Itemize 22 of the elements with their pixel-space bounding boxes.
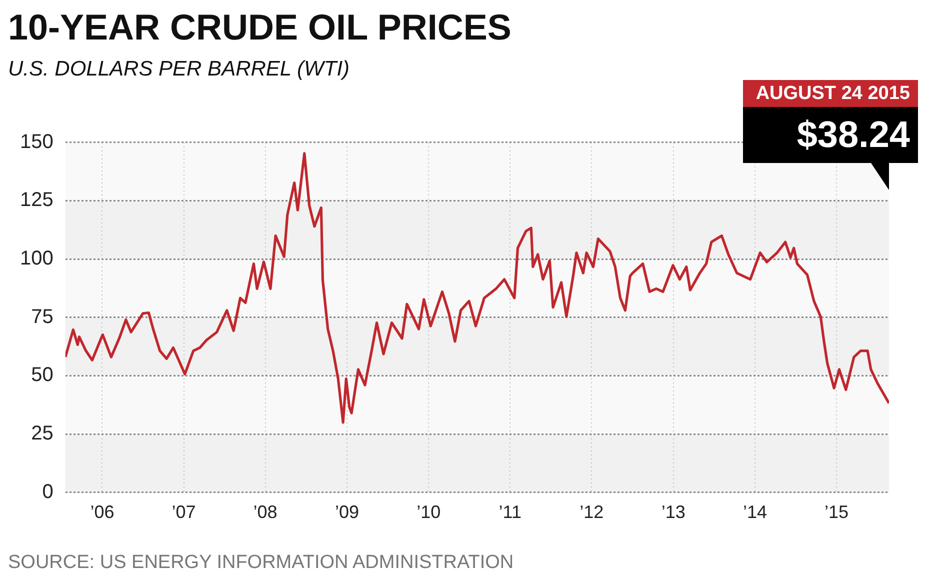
x-tick-label: ’10 <box>416 502 441 522</box>
x-tick-label: ’06 <box>90 502 114 522</box>
y-tick-label: 150 <box>20 130 54 153</box>
y-tick-label: 75 <box>31 306 54 328</box>
y-tick-label: 50 <box>31 364 54 386</box>
x-tick-label: ’14 <box>742 502 767 522</box>
x-tick-label: ’13 <box>661 502 686 522</box>
x-tick-label: ’07 <box>172 502 196 522</box>
x-tick-label: ’15 <box>824 502 849 522</box>
y-tick-label: 100 <box>20 248 54 270</box>
x-tick-label: ’11 <box>498 502 522 522</box>
y-tick-label: 25 <box>31 422 54 445</box>
x-tick-label: ’09 <box>335 502 360 522</box>
annotation: $38.24 <box>743 107 918 163</box>
y-tick-label: 125 <box>20 189 54 212</box>
chart-subtitle: U.S. DOLLARS PER BARREL (WTI) <box>8 58 350 81</box>
text: AUGUST 24 2015 <box>743 80 918 107</box>
x-tick-label: ’12 <box>580 502 604 522</box>
source-note: SOURCE: US ENERGY INFORMATION ADMINISTRATION <box>8 552 514 574</box>
y-tick-label: 0 <box>42 480 54 503</box>
chart-title: 10-YEAR CRUDE OIL PRICES <box>8 6 512 48</box>
x-tick-label: ’08 <box>253 502 278 522</box>
